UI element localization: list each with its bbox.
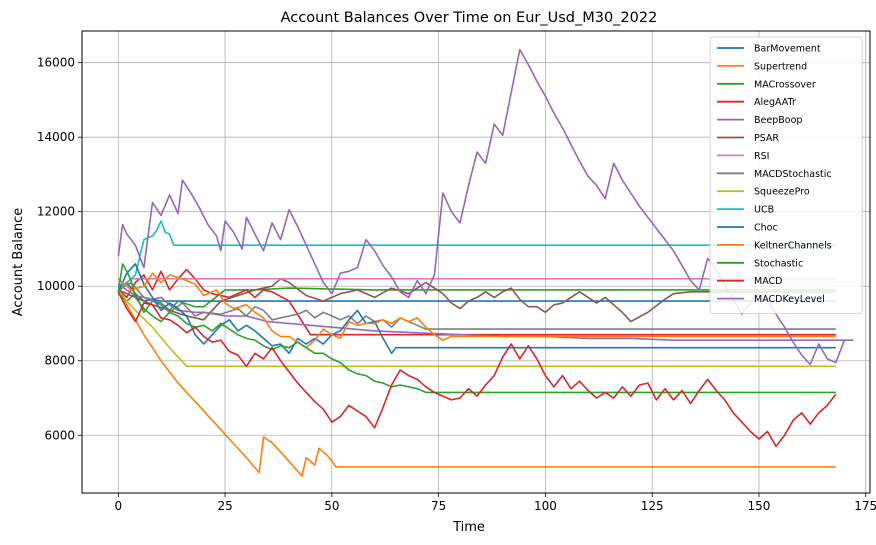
series-line-choc [117, 263, 836, 355]
series-line-supertrend [117, 289, 836, 478]
x-tick-label: 50 [324, 499, 339, 513]
series-line-psar [117, 277, 836, 323]
series-line-stochastic [117, 263, 836, 394]
legend-box [709, 36, 863, 314]
chart-title: Account Balances Over Time on Eur_Usd_M3… [281, 10, 658, 26]
series-line-macd [117, 291, 837, 448]
legend-label: PSAR [754, 133, 779, 144]
y-tick-label: 8000 [44, 354, 75, 368]
legend-label: UCB [754, 205, 774, 216]
legend-label: Stochastic [754, 258, 803, 269]
legend-label: KeltnerChannels [754, 240, 832, 251]
x-tick-label: 25 [217, 499, 232, 513]
series-line-alegaatr [117, 268, 836, 336]
legend-label: BeepBoop [754, 115, 802, 126]
x-tick-label: 150 [748, 499, 771, 513]
legend-label: AlegAATr [754, 97, 796, 108]
y-tick-label: 6000 [44, 428, 75, 442]
legend-label: Supertrend [754, 61, 807, 72]
legend-label: Choc [754, 223, 778, 234]
x-axis-label: Time [452, 520, 485, 535]
y-axis-label: Account Balance [11, 208, 26, 316]
x-tick-label: 75 [431, 499, 446, 513]
x-tick-label: 125 [641, 499, 664, 513]
legend-label: MACDStochastic [754, 169, 832, 180]
legend-label: RSI [754, 151, 769, 162]
chart-legend: BarMovement Supertrend MACrossover AlegAATr… [709, 36, 863, 314]
y-tick-label: 14000 [37, 130, 75, 144]
x-tick-label: 175 [854, 499, 876, 513]
x-tick-label: 100 [534, 499, 557, 513]
legend-label: MACDKeyLevel [754, 294, 825, 305]
series-line-macdstochastic [117, 281, 836, 330]
x-tick-label: 0 [114, 499, 122, 513]
series-line-squeezepro [117, 289, 836, 368]
legend-label: BarMovement [754, 44, 821, 55]
y-tick-label: 16000 [37, 56, 75, 70]
plot-frame [81, 30, 871, 494]
legend-label: SqueezePro [754, 187, 810, 198]
legend-label: MACD [754, 276, 782, 287]
legend-label: MACrossover [754, 79, 816, 90]
y-tick-label: 12000 [37, 205, 75, 219]
series-line-ucb [117, 220, 836, 291]
series-lines [117, 48, 854, 478]
x-axis-ticks: 0 25 50 75 100 125 150 175 [114, 493, 876, 513]
y-axis-ticks: 6000 8000 10000 12000 14000 16000 [37, 56, 82, 442]
y-tick-label: 10000 [37, 279, 75, 293]
